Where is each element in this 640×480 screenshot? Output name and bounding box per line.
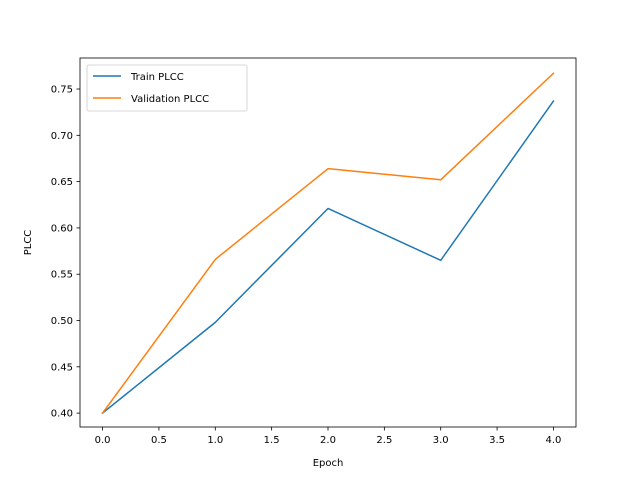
y-tick-label: 0.65 xyxy=(51,177,73,188)
series-line-2 xyxy=(101,72,555,415)
y-tick-label: 0.50 xyxy=(51,316,73,327)
y-axis-label: PLCC xyxy=(23,230,34,256)
x-tick-label: 2.5 xyxy=(376,435,392,446)
x-tick-label: 3.5 xyxy=(489,435,505,446)
x-tick-label: 1.0 xyxy=(207,435,223,446)
legend-label: Train PLCC xyxy=(130,72,184,83)
plot-frame xyxy=(79,57,577,428)
ticks: 0.0 0.5 1.0 1.5 2.0 2.5 3.0 3.5 4.0 0.40 0.45 0.50 0… xyxy=(51,85,562,446)
y-tick-label: 0.45 xyxy=(51,362,73,373)
x-axis-label: Epoch xyxy=(313,458,344,469)
legend-label: Validation PLCC xyxy=(131,94,209,105)
series-line-1 xyxy=(101,100,555,415)
x-tick-label: 3.0 xyxy=(433,435,449,446)
x-tick-label: 2.0 xyxy=(320,435,336,446)
legend: Train PLCC Validation PLCC xyxy=(86,64,248,112)
x-tick-label: 0.0 xyxy=(95,435,111,446)
y-tick-label: 0.60 xyxy=(51,223,73,234)
y-tick-label: 0.70 xyxy=(51,131,73,142)
y-tick-label: 0.75 xyxy=(51,85,73,96)
x-tick-label: 4.0 xyxy=(546,435,562,446)
x-tick-label: 0.5 xyxy=(151,435,167,446)
x-tick-label: 1.5 xyxy=(264,435,280,446)
y-tick-label: 0.55 xyxy=(51,270,73,281)
y-tick-label: 0.40 xyxy=(51,409,73,420)
series-lines xyxy=(101,72,555,415)
legend-box xyxy=(86,64,248,112)
